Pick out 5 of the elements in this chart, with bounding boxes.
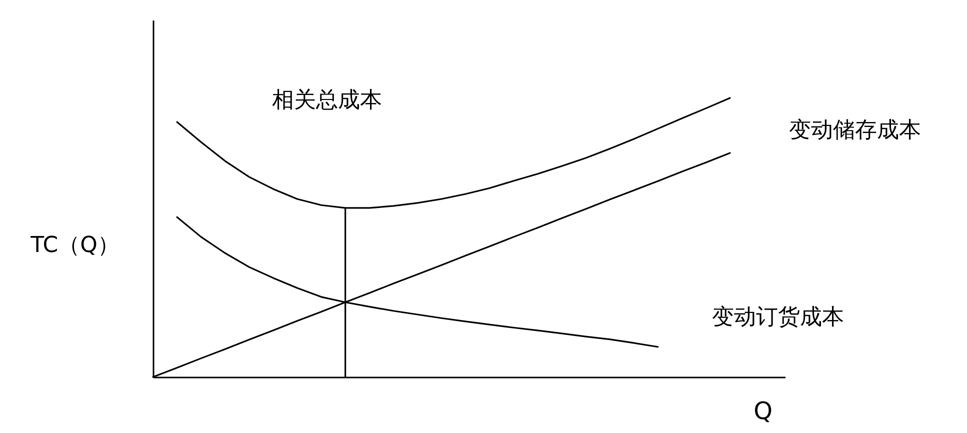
text: 变动订货成本 (712, 304, 844, 330)
text: 变动储存成本 (788, 118, 921, 143)
text: 相关总成本 (272, 88, 382, 113)
x-axis-title: Q (754, 397, 772, 425)
y-axis-title: TC（Q） (30, 233, 120, 258)
